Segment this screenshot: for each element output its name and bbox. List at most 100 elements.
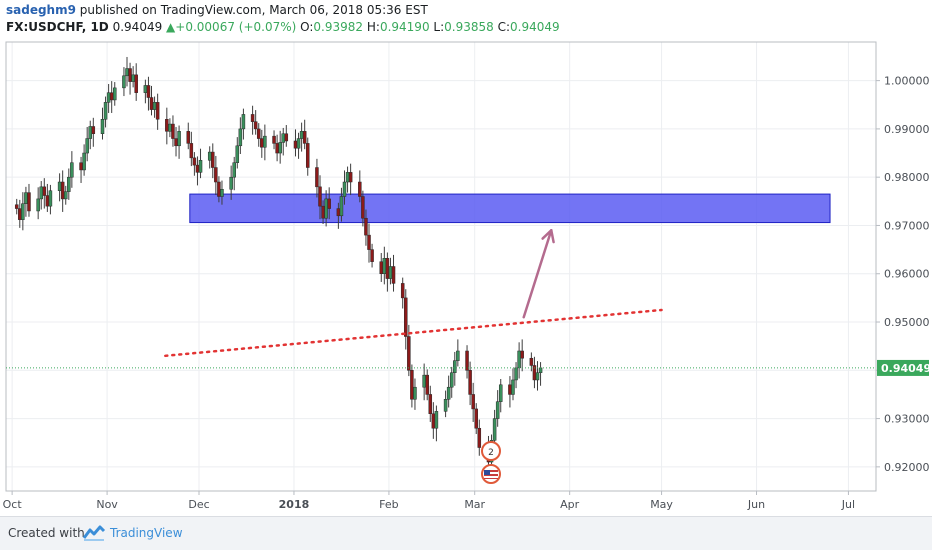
candle: [275, 134, 279, 162]
candle: [168, 118, 172, 138]
projection-arrow-head: [541, 229, 553, 240]
candle: [345, 166, 350, 193]
time-axis[interactable]: Oct Nov Dec 2018 Feb Mar Apr May Jun Jul: [3, 491, 855, 511]
candle: [177, 125, 181, 159]
candle: [400, 277, 405, 309]
candle-body: [18, 208, 22, 220]
close-label: C:: [497, 20, 511, 34]
tradingview-brand-link[interactable]: TradingView: [110, 526, 183, 540]
candle-body: [431, 413, 436, 429]
candle-body: [453, 360, 457, 373]
price-axis[interactable]: 1.00000 0.99000 0.98000 0.97000 0.96000 0.950…: [876, 75, 930, 474]
candle-body: [508, 384, 512, 395]
candle: [428, 385, 433, 422]
publish-header: sadeghm9 published on TradingView.com, M…: [6, 3, 428, 17]
zone-rect: [189, 193, 831, 224]
high-label: H:: [366, 20, 380, 34]
candle: [413, 378, 417, 410]
usa-flag-icon[interactable]: [481, 464, 501, 484]
candle-body: [305, 143, 310, 168]
candle-body: [60, 181, 65, 200]
candle: [410, 364, 414, 408]
created-with-label: Created with: [8, 526, 85, 540]
candle-body: [149, 97, 154, 110]
candle-body: [324, 198, 328, 219]
candle-body: [370, 249, 374, 262]
candle: [207, 146, 212, 169]
candle: [45, 183, 50, 212]
candle-body: [214, 167, 218, 183]
candle-body: [358, 181, 362, 197]
candle-body: [263, 135, 267, 148]
candle: [284, 125, 289, 147]
x-tick-label: Oct: [3, 498, 23, 511]
candle-body: [296, 138, 301, 149]
candle-body: [422, 374, 426, 388]
candle: [174, 126, 178, 157]
candle-body: [434, 411, 439, 429]
low-label: L:: [433, 20, 445, 34]
candle: [171, 115, 175, 147]
trendline: [164, 308, 663, 358]
candle-body: [143, 85, 148, 93]
candle: [220, 180, 224, 205]
candle-body: [67, 176, 71, 192]
candle: [508, 376, 512, 408]
candle: [122, 67, 126, 97]
candle-body: [177, 131, 181, 147]
candle-body: [165, 118, 169, 132]
candle-body: [186, 131, 191, 144]
candle: [128, 62, 132, 95]
candle: [296, 132, 301, 159]
candle: [109, 81, 114, 113]
candle: [315, 158, 319, 198]
candle-body: [256, 128, 261, 139]
candle: [229, 165, 233, 200]
resistance-zone[interactable]: [189, 193, 831, 224]
candle-body: [211, 151, 215, 168]
price-chart[interactable]: 2 1.00000 0.99000 0.98000 0.97000 0.96000 0.9…: [0, 0, 932, 516]
candle: [27, 183, 31, 217]
candle-body: [468, 370, 472, 395]
x-tick-label: Mar: [464, 498, 485, 511]
last-price-label-text: 0.94049: [881, 362, 931, 375]
candle: [477, 419, 482, 456]
candle: [143, 79, 148, 104]
candle-body: [189, 143, 194, 159]
author-name[interactable]: sadeghm9: [6, 3, 76, 17]
candle-body: [446, 386, 451, 400]
candle-body: [198, 160, 203, 173]
candle: [471, 382, 475, 422]
tradingview-logo-icon[interactable]: [82, 524, 106, 542]
candle-body: [103, 102, 108, 120]
last-price-label-bg: [877, 359, 929, 376]
candle-body: [82, 152, 86, 171]
candle-body: [45, 195, 50, 207]
candle-body: [241, 114, 246, 130]
candle: [514, 362, 518, 389]
candle: [192, 152, 197, 176]
candle-body: [511, 379, 515, 395]
event-flag-icon[interactable]: 2: [481, 441, 501, 461]
candle: [517, 342, 521, 379]
candle: [305, 137, 310, 176]
candle: [532, 356, 537, 389]
candle: [492, 409, 497, 447]
candle: [382, 246, 387, 285]
economic-events[interactable]: 2: [481, 441, 501, 484]
ohlc-header: FX:USDCHF, 1D 0.94049 ▲+0.00067 (+0.07%)…: [6, 20, 560, 34]
candle-body: [345, 172, 350, 183]
candlestick-series: [14, 56, 543, 476]
candle: [256, 123, 261, 147]
y-tick-label: 0.92000: [884, 461, 930, 474]
x-tick-label: Feb: [379, 498, 398, 511]
candle: [24, 186, 28, 217]
candle-body: [232, 162, 236, 178]
candle-body: [57, 181, 62, 191]
candle: [520, 339, 524, 372]
candle-body: [538, 367, 543, 373]
candle-body: [367, 234, 371, 250]
candle-body: [281, 133, 285, 143]
candle-body: [382, 258, 387, 274]
candle-body: [168, 123, 172, 132]
